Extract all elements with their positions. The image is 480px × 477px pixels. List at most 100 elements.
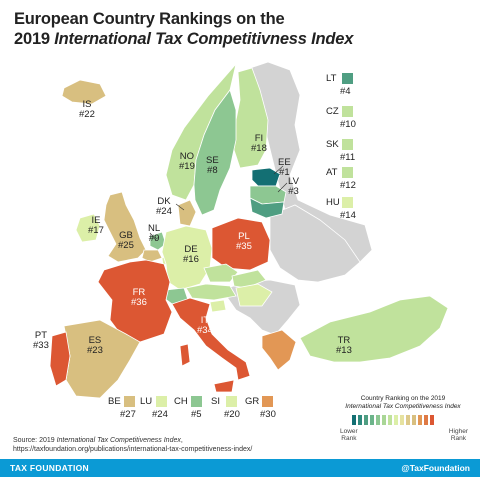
bottom-LU-rank: #24 <box>152 409 168 420</box>
side-CZ: CZ <box>326 106 339 117</box>
swatch-LU <box>156 396 167 407</box>
label-DK: DK #24 <box>156 196 172 217</box>
country-DK <box>177 199 197 227</box>
label-NO: NO #19 <box>179 151 195 172</box>
label-FI: FI #18 <box>251 133 267 154</box>
label-ES: ES #23 <box>87 335 103 356</box>
label-TR: TR #13 <box>336 335 352 356</box>
legend-scale <box>352 415 436 425</box>
island-sicily <box>213 379 235 393</box>
label-PL: PL #35 <box>236 231 252 252</box>
label-NL: NL #9 <box>148 223 161 244</box>
color-scale-legend: Country Ranking on the 2019 Internationa… <box>338 391 468 451</box>
country-FR <box>97 259 173 343</box>
map-title: European Country Rankings on the 2019 In… <box>14 9 353 49</box>
leader-EE <box>273 165 284 175</box>
legend-scale-step <box>412 415 416 425</box>
side-CZ-rank: #10 <box>340 119 356 130</box>
label-FR: FR #36 <box>131 287 147 308</box>
legend-higher: Higher Rank <box>448 428 468 442</box>
swatch-AT <box>342 167 353 178</box>
bottom-CH-rank: #5 <box>191 409 202 420</box>
bottom-GR-rank: #30 <box>260 409 276 420</box>
footer-brand: TAX FOUNDATION <box>10 463 89 473</box>
country-IT <box>171 297 251 381</box>
legend-title-1: Country Ranking on the 2019 <box>360 395 446 402</box>
country-GR <box>261 329 297 371</box>
bottom-LU: LU <box>140 396 153 407</box>
label-GB: GB #25 <box>118 230 134 251</box>
source-line-2: https://taxfoundation.org/publications/i… <box>13 446 253 453</box>
leader-LV <box>277 182 288 193</box>
legend-lower: Lower Rank <box>340 428 358 442</box>
bottom-BE: BE <box>108 396 121 407</box>
country-IE <box>75 213 101 243</box>
country-HU <box>235 283 273 307</box>
legend-scale-step <box>352 415 356 425</box>
bottom-SI-rank: #20 <box>224 409 240 420</box>
country-PL <box>211 217 271 271</box>
label-EE: EE #1 <box>278 157 291 178</box>
footer-bar: TAX FOUNDATION @TaxFoundation <box>0 459 480 477</box>
legend-scale-step <box>358 415 362 425</box>
label-IS: IS #22 <box>79 99 95 120</box>
country-NL <box>149 231 167 251</box>
side-LT-rank: #4 <box>340 86 351 97</box>
swatch-HU <box>342 197 353 208</box>
country-DE <box>161 225 213 291</box>
swatch-CH <box>191 396 202 407</box>
legend-scale-step <box>394 415 398 425</box>
bottom-SI: SI <box>211 396 220 407</box>
side-AT: AT <box>326 167 338 178</box>
leader-NL <box>149 232 157 241</box>
side-SK: SK <box>326 139 339 150</box>
legend-scale-step <box>424 415 428 425</box>
legend-scale-step <box>418 415 422 425</box>
swatch-SI <box>226 396 237 407</box>
swatch-BE <box>124 396 135 407</box>
label-LV: LV #3 <box>288 176 299 197</box>
country-GB <box>103 191 147 263</box>
legend-scale-step <box>364 415 368 425</box>
bottom-CH: CH <box>174 396 188 407</box>
leader-DK <box>175 203 185 211</box>
label-PT: PT #33 <box>33 330 49 351</box>
country-IS <box>61 79 107 105</box>
footer-handle[interactable]: @TaxFoundation <box>401 463 470 473</box>
side-SK-rank: #11 <box>340 152 356 163</box>
country-FI <box>233 67 269 169</box>
side-HU: HU <box>326 197 340 208</box>
country-BE <box>141 249 163 263</box>
island-sardinia <box>179 343 191 367</box>
legend-scale-step <box>370 415 374 425</box>
label-DE: DE #16 <box>183 244 199 265</box>
country-SE <box>193 89 237 216</box>
swatch-GR <box>262 396 273 407</box>
source-note: Source: 2019 International Tax Competiti… <box>13 436 252 454</box>
title-line-1: European Country Rankings on the <box>14 10 285 28</box>
country-AT <box>185 283 237 301</box>
title-line-2: 2019 International Tax Competitivness In… <box>14 30 354 48</box>
source-line-1: Source: 2019 International Tax Competiti… <box>13 437 183 444</box>
legend-scale-step <box>376 415 380 425</box>
region-belarus-ukraine <box>269 204 361 283</box>
swatch-LT <box>342 73 353 84</box>
legend-scale-step <box>430 415 434 425</box>
label-SE: SE #8 <box>206 155 219 176</box>
swatch-SK <box>342 139 353 150</box>
legend-scale-step <box>400 415 404 425</box>
country-SI <box>209 299 227 313</box>
swatch-CZ <box>342 106 353 117</box>
bottom-BE-rank: #27 <box>120 409 136 420</box>
legend-scale-step <box>382 415 386 425</box>
legend-title-2: International Tax Competitiveness Index <box>345 403 461 410</box>
side-AT-rank: #12 <box>340 180 356 191</box>
label-IT: IT #34 <box>197 315 213 336</box>
bottom-GR: GR <box>245 396 260 407</box>
legend-scale-step <box>388 415 392 425</box>
country-TR <box>299 295 449 363</box>
label-IE: IE #17 <box>88 215 104 236</box>
country-PT <box>49 331 71 387</box>
country-LT <box>249 197 285 219</box>
